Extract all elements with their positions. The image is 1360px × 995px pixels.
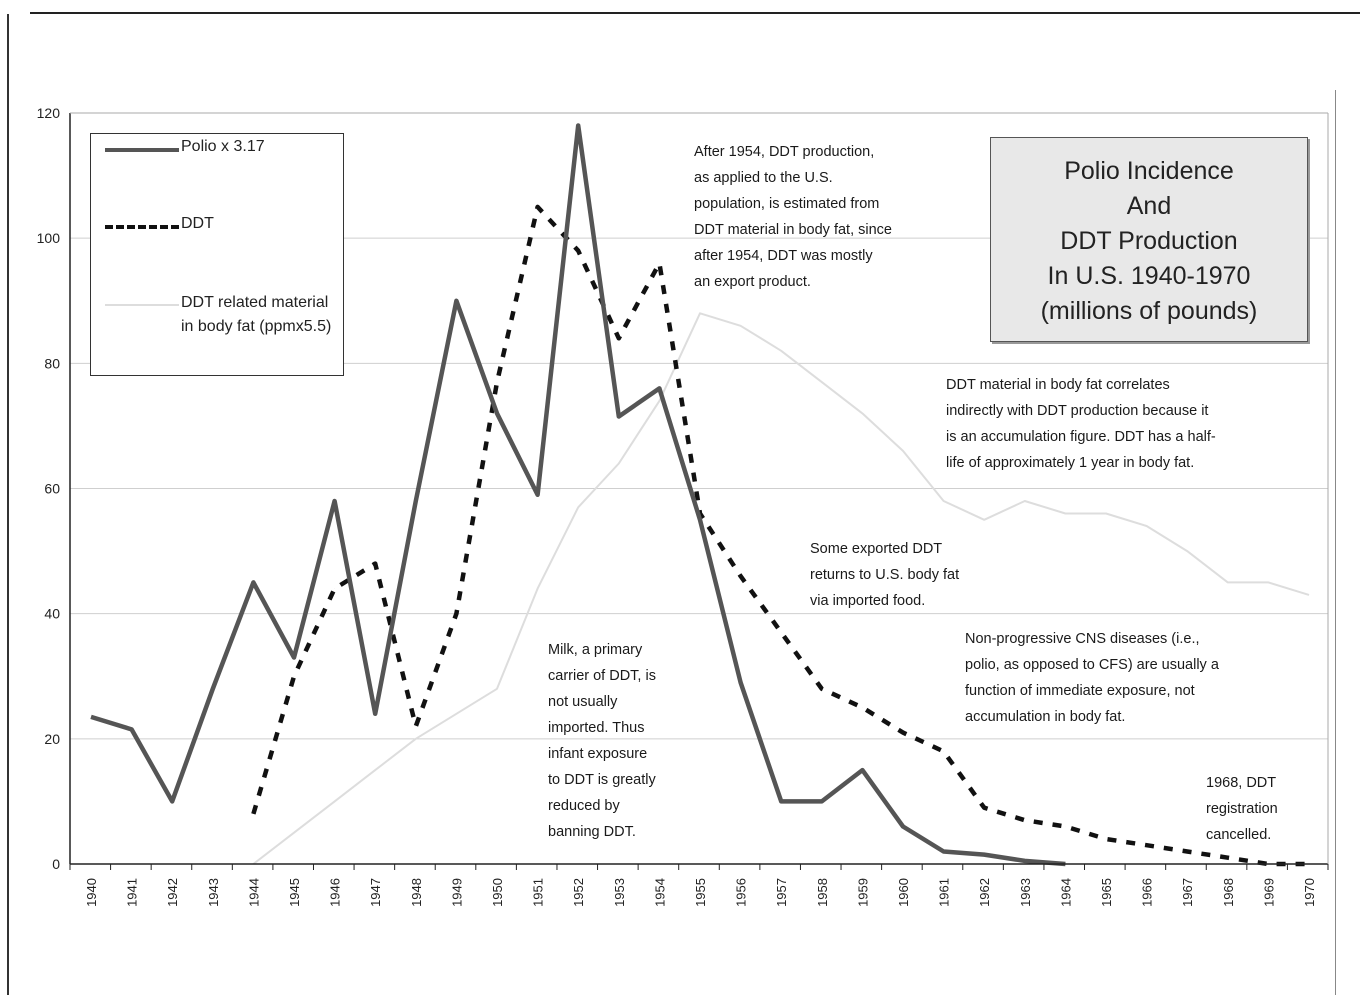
x-tick-label: 1960 xyxy=(896,878,911,907)
y-tick-label: 60 xyxy=(44,481,60,497)
x-tick-label: 1967 xyxy=(1180,878,1195,907)
frame-right-border xyxy=(1335,90,1336,995)
legend-swatch-polio xyxy=(105,148,179,152)
x-tick-label: 1966 xyxy=(1140,878,1155,907)
x-tick-label: 1942 xyxy=(165,878,180,907)
x-tick-label: 1970 xyxy=(1302,878,1317,907)
x-tick-label: 1949 xyxy=(449,878,464,907)
annotation-export-product: After 1954, DDT production, as applied t… xyxy=(694,144,892,290)
annotation-imported-food: Some exported DDT returns to U.S. body f… xyxy=(810,541,960,609)
x-tick-label: 1947 xyxy=(368,878,383,907)
x-tick-label: 1955 xyxy=(693,878,708,907)
x-tick-label: 1957 xyxy=(774,878,789,907)
legend-swatch-ddt xyxy=(105,225,179,229)
chart-title-box: Polio Incidence And DDT Production In U.… xyxy=(990,137,1308,342)
x-tick-label: 1948 xyxy=(409,878,424,907)
annotation-cns-diseases: Non-progressive CNS diseases (i.e., poli… xyxy=(965,631,1219,725)
x-tick-label: 1956 xyxy=(734,878,749,907)
x-tick-label: 1964 xyxy=(1058,878,1073,907)
x-tick-label: 1963 xyxy=(1018,878,1033,907)
x-tick-label: 1951 xyxy=(531,878,546,907)
legend-swatch-body-fat xyxy=(105,304,179,306)
frame-top-border xyxy=(30,12,1360,14)
x-tick-label: 1941 xyxy=(125,878,140,907)
y-tick-label: 20 xyxy=(44,731,60,747)
axes xyxy=(69,112,1329,870)
annotation-milk: Milk, a primary carrier of DDT, is not u… xyxy=(548,642,656,840)
series-line-ddt xyxy=(251,204,1309,867)
x-tick-label: 1961 xyxy=(937,878,952,907)
annotation-registration-cancelled: 1968, DDT registration cancelled. xyxy=(1206,775,1278,843)
x-tick-label: 1969 xyxy=(1261,878,1276,907)
x-tick-label: 1940 xyxy=(84,878,99,907)
x-tick-label: 1953 xyxy=(612,878,627,907)
legend-label-polio: Polio x 3.17 xyxy=(181,138,265,155)
annotation-body-fat-correlation: DDT material in body fat correlates indi… xyxy=(946,377,1216,471)
series-lines xyxy=(90,123,1310,867)
x-tick-label: 1954 xyxy=(652,878,667,907)
x-tick-label: 1962 xyxy=(977,878,992,907)
x-tick-label: 1943 xyxy=(206,878,221,907)
legend-label-body-fat: DDT related material in body fat (ppmx5.… xyxy=(181,294,332,335)
x-tick-label: 1952 xyxy=(571,878,586,907)
x-tick-label: 1968 xyxy=(1221,878,1236,907)
x-tick-label: 1959 xyxy=(855,878,870,907)
x-tick-label: 1958 xyxy=(815,878,830,907)
y-tick-label: 120 xyxy=(37,105,61,121)
legend-label-ddt: DDT xyxy=(181,215,214,232)
x-tick-label: 1945 xyxy=(287,878,302,907)
x-tick-label: 1946 xyxy=(328,878,343,907)
y-tick-label: 0 xyxy=(52,856,60,872)
frame-left-border xyxy=(7,14,9,995)
chart-title: Polio Incidence And DDT Production In U.… xyxy=(1040,157,1258,325)
legend: Polio x 3.17 DDT DDT related material in… xyxy=(90,133,344,376)
y-tick-label: 100 xyxy=(37,230,61,246)
y-tick-label: 40 xyxy=(44,606,60,622)
x-tick-label: 1950 xyxy=(490,878,505,907)
x-tick-label: 1944 xyxy=(246,878,261,907)
x-tick-label: 1965 xyxy=(1099,878,1114,907)
y-tick-label: 80 xyxy=(44,355,60,371)
tick-labels: 0 20 40 60 80 100 120 1940 1941 1942 1943 1944 1945 1… xyxy=(37,105,1317,907)
